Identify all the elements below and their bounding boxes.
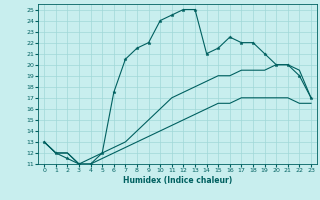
X-axis label: Humidex (Indice chaleur): Humidex (Indice chaleur) — [123, 176, 232, 185]
